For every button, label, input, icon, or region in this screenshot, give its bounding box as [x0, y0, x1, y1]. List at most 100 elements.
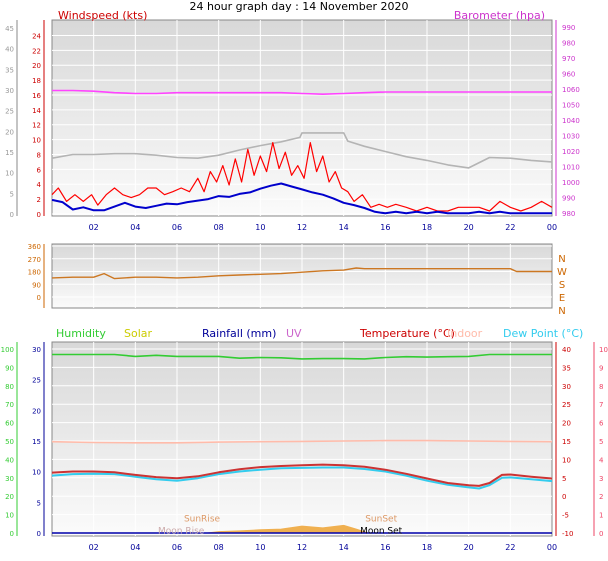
x-tick-label: 00: [547, 543, 557, 552]
x-tick-label: 22: [505, 223, 515, 232]
x-tick-label: 08: [214, 543, 224, 552]
humidity-tick-label: 40: [5, 456, 14, 464]
wind-outer-tick-label: 10: [5, 170, 14, 178]
x-tick-label: 14: [339, 223, 349, 232]
wind-outer-tick-label: 15: [5, 149, 14, 157]
wind-inner-tick-label: 12: [32, 122, 41, 130]
baro-tick-label: 1030: [562, 133, 580, 141]
temperature-panel-series: [51, 353, 553, 534]
temperature-tick-label: 35: [562, 364, 571, 372]
dew-point-line: [51, 466, 553, 490]
sun-moon-annotation: Moon Rise: [158, 526, 205, 536]
wind-inner-tick-label: 10: [32, 137, 41, 145]
x-tick-label: 10: [255, 543, 265, 552]
x-tick-label: 16: [380, 543, 390, 552]
wind-inner-tick-label: 0: [37, 211, 41, 219]
x-tick-label: 06: [172, 223, 182, 232]
uv-tick-label: 8: [599, 383, 603, 391]
legend-item: Temperature (°C): [359, 327, 455, 340]
legend-item: Solar: [124, 327, 153, 340]
sun-moon-annotation: SunSet: [365, 514, 397, 524]
temperature-panel-ticks: 0102030405060708090100051015202530-10-50…: [1, 342, 608, 552]
temperature-line: [51, 463, 553, 487]
wind-outer-tick-label: 40: [5, 46, 14, 54]
temperature-tick-label: 40: [562, 346, 571, 354]
compass-tick-label: S: [559, 280, 565, 291]
wind-barometer-panel: Windspeed (kts) Barometer (hpa) 05101520…: [5, 9, 580, 232]
wind-inner-tick-label: 24: [32, 32, 41, 40]
compass-tick-label: N: [558, 306, 565, 317]
sun-moon-annotation: Moon Set: [360, 526, 403, 536]
humidity-tick-label: 30: [5, 475, 14, 483]
humidity-tick-label: 70: [5, 401, 14, 409]
temperature-tick-label: -10: [562, 530, 573, 538]
temperature-panel: Humidity Solar Rainfall (mm) UV Temperature …: [1, 327, 608, 552]
x-tick-label: 14: [339, 543, 349, 552]
x-tick-label: 10: [255, 223, 265, 232]
rain-tick-label: 25: [32, 377, 41, 385]
windspeed-axis-label: Windspeed (kts): [58, 9, 147, 22]
wind-outer-tick-label: 45: [5, 25, 14, 33]
temperature-tick-label: 0: [562, 493, 566, 501]
x-tick-label: 18: [422, 223, 432, 232]
x-tick-label: 06: [172, 543, 182, 552]
legend-item: Dew Point (°C): [503, 327, 583, 340]
direction-tick-label: 270: [28, 256, 41, 264]
wind-inner-tick-label: 8: [37, 151, 41, 159]
wind-inner-tick-label: 6: [37, 166, 42, 174]
temperature-tick-label: 15: [562, 438, 571, 446]
baro-tick-label: 990: [562, 195, 575, 203]
legend-item: UV: [286, 327, 302, 340]
x-tick-label: 16: [380, 223, 390, 232]
rain-tick-label: 0: [37, 530, 41, 538]
baro-tick-label: 980: [562, 40, 575, 48]
humidity-tick-label: 60: [5, 420, 14, 428]
wind-inner-tick-label: 2: [37, 196, 41, 204]
rain-tick-label: 30: [32, 346, 41, 354]
wind-panel-series: [51, 89, 553, 215]
wind-outer-tick-label: 35: [5, 66, 14, 74]
wind-gust-trend-line: [51, 132, 553, 169]
uv-tick-label: 10: [599, 346, 608, 354]
barometer-line: [52, 89, 552, 95]
baro-tick-label: 1010: [562, 164, 580, 172]
x-tick-label: 02: [89, 223, 99, 232]
uv-tick-label: 0: [599, 530, 603, 538]
x-tick-label: 02: [89, 543, 99, 552]
direction-tick-label: 180: [28, 269, 41, 277]
uv-tick-label: 6: [599, 420, 604, 428]
direction-tick-label: 0: [37, 294, 41, 302]
humidity-tick-label: 100: [1, 346, 14, 354]
compass-tick-label: E: [559, 293, 565, 304]
x-tick-label: 00: [547, 223, 557, 232]
direction-tick-label: 360: [28, 243, 41, 251]
chart-title: 24 hour graph day : 14 November 2020: [189, 0, 408, 13]
temperature-tick-label: 25: [562, 401, 571, 409]
uv-tick-label: 4: [599, 456, 604, 464]
humidity-tick-label: 20: [5, 493, 14, 501]
baro-tick-label: 980: [562, 210, 575, 218]
wind-outer-tick-label: 0: [10, 211, 14, 219]
wind-panel-grid: [52, 20, 552, 216]
x-tick-label: 20: [464, 223, 474, 232]
wind-inner-tick-label: 22: [32, 47, 41, 55]
compass-tick-label: W: [557, 267, 567, 278]
humidity-tick-label: 80: [5, 383, 14, 391]
uv-tick-label: 5: [599, 438, 603, 446]
temperature-tick-label: 5: [562, 475, 566, 483]
wind-direction-line: [51, 267, 552, 280]
uv-tick-label: 3: [599, 475, 603, 483]
baro-tick-label: 970: [562, 55, 575, 63]
x-tick-label: 18: [422, 543, 432, 552]
rain-tick-label: 15: [32, 438, 41, 446]
wind-inner-tick-label: 16: [32, 92, 41, 100]
wind-speed-line: [51, 182, 552, 215]
legend-item: Indoor: [447, 327, 483, 340]
direction-tick-label: 90: [32, 281, 41, 289]
wind-outer-tick-label: 20: [5, 128, 14, 136]
baro-tick-label: 990: [562, 24, 575, 32]
temperature-tick-label: 10: [562, 456, 571, 464]
humidity-line: [52, 353, 552, 360]
temperature-tick-label: 30: [562, 383, 571, 391]
